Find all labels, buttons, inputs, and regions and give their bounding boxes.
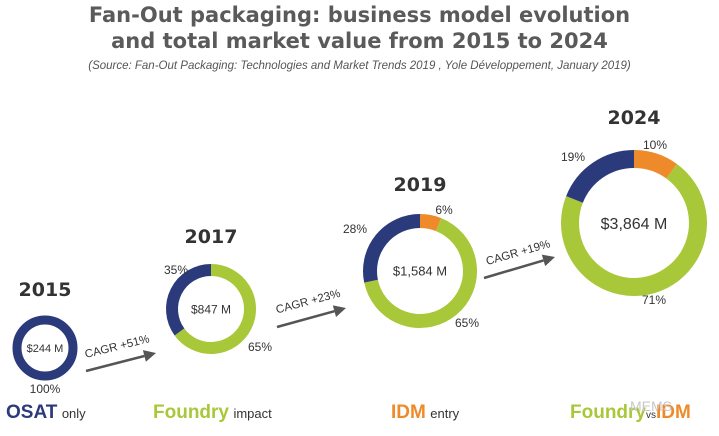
foundry-vs-label: Foundry — [570, 402, 646, 423]
title-line-2: and total market value from 2015 to 2024 — [111, 29, 608, 53]
percent-label-2024-idm: 10% — [643, 138, 667, 152]
donut-center-total-2015: $244 M — [27, 343, 64, 355]
year-label-2019: 2019 — [394, 174, 447, 196]
cagr-arrow-head-3 — [541, 254, 555, 267]
percent-label-2017-osat: 35% — [164, 263, 188, 277]
idm-vs-label: IDM — [656, 402, 691, 423]
donut-slice-2017-osat — [166, 264, 212, 336]
cagr-arrow-shaft-1 — [85, 354, 145, 373]
title-line-1: Fan-Out packaging: business model evolut… — [88, 3, 631, 27]
business-model-foundry-vs-idm: FoundryvsIDM — [570, 402, 691, 424]
year-label-2024: 2024 — [608, 107, 661, 129]
donut-slice-2019-idm — [419, 214, 442, 232]
vs-label: vs — [646, 410, 656, 421]
year-label-2017: 2017 — [185, 226, 238, 248]
donut-center-total-2024: $3,864 M — [601, 216, 668, 233]
watermark: MEMS — [630, 398, 672, 414]
idm-sub: entry — [430, 406, 460, 421]
percent-label-2019-foundry: 65% — [455, 316, 479, 330]
donut-center-total-2019: $1,584 M — [393, 264, 447, 279]
donut-slice-2015-osat — [12, 315, 78, 381]
idm-label: IDM — [391, 402, 426, 423]
donut-slice-2019-osat — [363, 214, 421, 283]
percent-label-2015-osat: 100% — [30, 382, 61, 396]
foundry-sub: impact — [233, 406, 272, 421]
cagr-arrow-head-1 — [142, 350, 156, 362]
donut-center-total-2017: $847 M — [191, 302, 231, 316]
business-model-idm: IDM entry — [391, 402, 459, 424]
percent-label-2019-idm: 6% — [435, 203, 453, 217]
donut-slice-2019-foundry — [364, 218, 477, 328]
cagr-arrow-shaft-3 — [483, 259, 544, 280]
foundry-label: Foundry — [153, 402, 229, 423]
percent-label-2024-foundry: 71% — [642, 293, 666, 307]
business-model-osat: OSAT only — [6, 402, 86, 424]
source-caption: (Source: Fan-Out Packaging: Technologies… — [88, 60, 631, 72]
donut-slice-2024-idm — [633, 150, 677, 179]
cagr-arrow-shaft-2 — [276, 309, 335, 329]
percent-label-2019-osat: 28% — [343, 222, 367, 236]
donut-slice-2017-foundry — [174, 264, 256, 354]
year-label-2015: 2015 — [19, 279, 72, 301]
osat-label: OSAT — [6, 402, 58, 423]
percent-label-2024-osat: 19% — [561, 150, 585, 164]
donut-slice-2024-osat — [566, 150, 635, 204]
chart-title: Fan-Out packaging: business model evolut… — [0, 2, 719, 54]
osat-sub: only — [61, 406, 86, 421]
business-model-foundry: Foundry impact — [153, 402, 272, 424]
cagr-arrow-head-2 — [332, 305, 346, 317]
percent-label-2017-foundry: 65% — [248, 340, 272, 354]
cagr-label-3: CAGR +19% — [485, 238, 552, 268]
donut-slice-2024-foundry — [561, 163, 707, 296]
